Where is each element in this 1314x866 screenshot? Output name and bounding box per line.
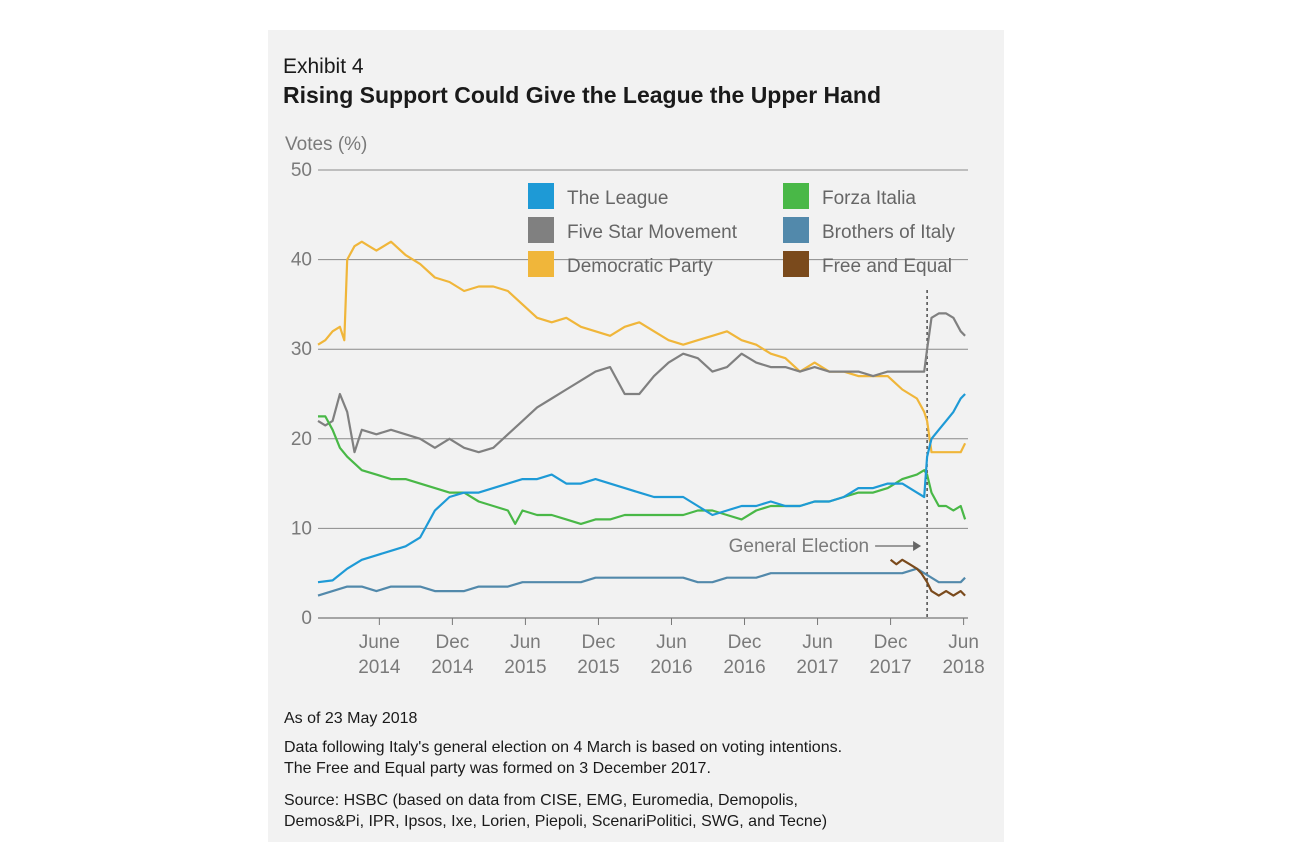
exhibit-panel: [268, 30, 1004, 842]
y-axis-label: Votes (%): [285, 134, 367, 155]
source-line-2: Demos&Pi, IPR, Ipsos, Ixe, Lorien, Piepo…: [284, 813, 828, 830]
legend-swatch: [528, 183, 554, 209]
y-tick-label: 30: [291, 339, 312, 360]
series-line-five-star-movement: [317, 312, 966, 454]
legend-label: Forza Italia: [822, 188, 916, 209]
legend-swatch: [783, 217, 809, 243]
legend-label: Five Star Movement: [567, 222, 738, 243]
x-tick-label: 2015: [504, 657, 546, 678]
legend-label: Democratic Party: [567, 256, 713, 277]
y-tick-label: 40: [291, 250, 312, 271]
x-tick-label: 2015: [577, 657, 619, 678]
x-tick-label: Jun: [948, 632, 979, 653]
x-tick-label: Jun: [802, 632, 833, 653]
y-ticks: 0 10 20 30 40 50: [291, 160, 312, 629]
x-tick-label: Jun: [656, 632, 687, 653]
y-tick-label: 0: [301, 608, 312, 629]
legend-swatch: [528, 251, 554, 277]
source-line-1: Source: HSBC (based on data from CISE, E…: [284, 792, 798, 809]
series-line-brothers-of-italy: [317, 567, 966, 597]
legend-swatch: [783, 183, 809, 209]
x-tick-label: 2014: [431, 657, 474, 678]
x-tick-label: 2017: [869, 657, 911, 678]
series-lines: [317, 240, 967, 597]
legend-swatch: [783, 251, 809, 277]
data-note-line-1: Data following Italy's general election …: [284, 739, 843, 756]
chart-title: Rising Support Could Give the League the…: [283, 82, 882, 108]
legend-label: Free and Equal: [822, 256, 952, 277]
x-tick-label: Dec: [435, 632, 469, 653]
x-tick-label: Dec: [728, 632, 762, 653]
x-tick-label: Dec: [874, 632, 908, 653]
x-tick-label: 2018: [942, 657, 984, 678]
y-tick-label: 20: [291, 429, 312, 450]
election-arrow-head: [913, 541, 922, 551]
grid: [318, 169, 968, 619]
series-line-forza-italia: [318, 415, 967, 526]
exhibit-label: Exhibit 4: [283, 55, 364, 78]
as-of-note: As of 23 May 2018: [284, 710, 418, 727]
x-tick-label: 2017: [796, 657, 838, 678]
x-tick-label: 2014: [358, 657, 401, 678]
election-annotation: General Election: [729, 290, 928, 618]
series-line-the-league: [317, 393, 966, 584]
x-tick-label: 2016: [650, 657, 692, 678]
legend-swatch: [528, 217, 554, 243]
legend-label: The League: [567, 188, 668, 209]
series-line-free-and-equal: [889, 558, 966, 597]
x-tick-label: 2016: [723, 657, 765, 678]
y-tick-label: 50: [291, 160, 312, 181]
y-tick-label: 10: [291, 518, 312, 539]
legend: The League Forza Italia Five Star Movement…: [528, 183, 956, 277]
data-note-line-2: The Free and Equal party was formed on 3…: [284, 760, 711, 777]
x-tick-label: Dec: [582, 632, 616, 653]
x-tick-label: Jun: [510, 632, 541, 653]
x-tick-label: June: [359, 632, 400, 653]
series-line-democratic-party: [317, 240, 967, 454]
x-ticks: June 2014 Dec 2014 Jun 2015 Dec 2015 Jun 2016 Dec 2…: [358, 618, 985, 678]
election-label: General Election: [729, 536, 869, 557]
legend-label: Brothers of Italy: [822, 222, 956, 243]
